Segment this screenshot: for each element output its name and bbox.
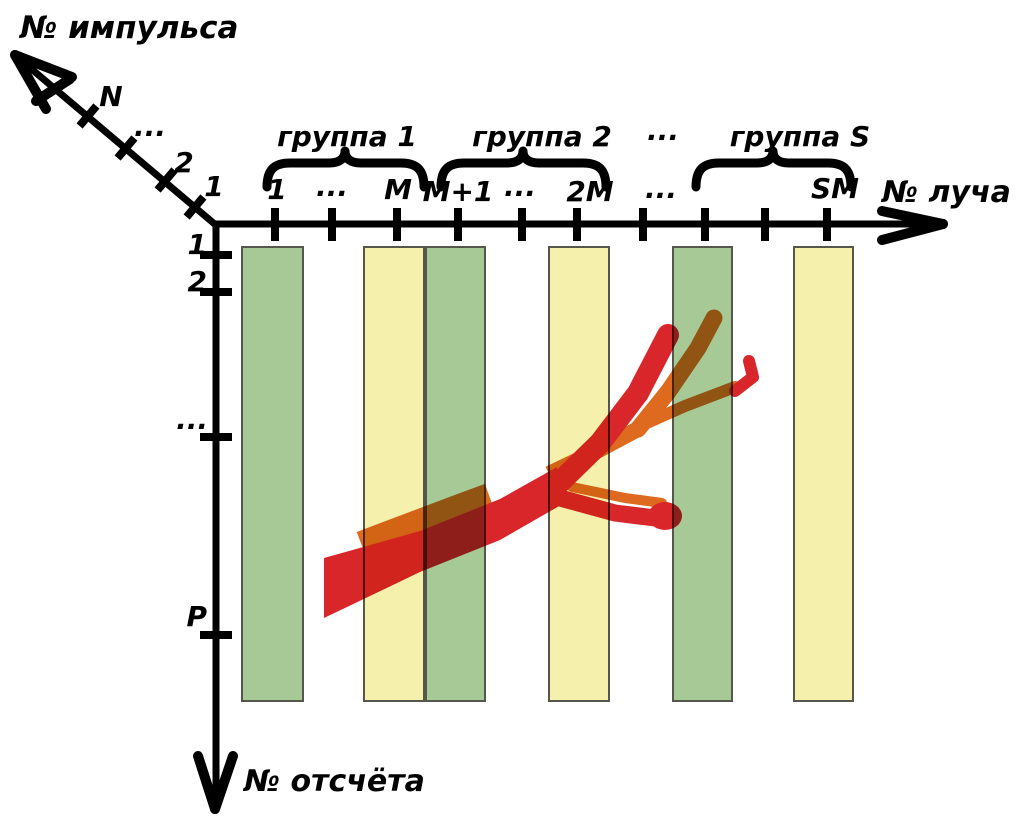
beam-tick-label-dots-2: ... (504, 170, 536, 203)
beam-axis-ticks (271, 208, 831, 241)
vessel-red (324, 324, 759, 618)
sample-axis-arrowhead (193, 751, 238, 814)
sample-axis-title: № отсчёта (244, 764, 425, 799)
beam-tick-label-m1: M+1 (422, 175, 494, 208)
group-1-label: группа 1 (277, 120, 417, 153)
beam-tick-label-m: M (384, 173, 412, 206)
beam-tick-label-dots-3: ... (645, 172, 677, 205)
sample-tick-label-1: 1 (187, 228, 207, 261)
group-s-label: группа S (729, 120, 871, 153)
stripe-green-3 (672, 246, 733, 702)
beam-tick-label-2m: 2M (566, 175, 614, 208)
sample-tick-label-2: 2 (187, 265, 207, 298)
pulse-tick-label-1: 1 (204, 170, 224, 203)
stripe-yellow-1 (363, 246, 425, 702)
beam-tick-label-sm: SM (810, 172, 860, 205)
pulse-tick-label-dots: ... (134, 110, 166, 143)
brace-group-2 (436, 146, 611, 192)
groups-ellipsis-label: ... (647, 114, 679, 147)
pulse-tick-label-2: 2 (174, 146, 194, 179)
sample-tick-label-p: P (186, 600, 207, 633)
stripe-yellow-3 (793, 246, 854, 702)
pulse-axis-arrowhead (10, 50, 77, 114)
stripe-green-2 (425, 246, 486, 702)
beam-axis-arrowhead (877, 206, 948, 245)
brace-group-1 (262, 146, 429, 192)
beam-tick-label-1: 1 (267, 173, 287, 206)
stripe-green-1 (241, 246, 304, 702)
sample-tick-label-dots: ... (176, 403, 208, 436)
beam-tick-label-dots-1: ... (316, 170, 348, 203)
brace-group-s (691, 146, 856, 192)
pulse-tick-label-n: N (99, 80, 123, 113)
pulse-axis-title: № импульса (20, 10, 239, 46)
pulse-axis-ticks (76, 103, 207, 220)
group-2-label: группа 2 (472, 120, 612, 153)
sample-axis-ticks (200, 251, 232, 639)
beam-axis-title: № луча (882, 175, 1011, 210)
